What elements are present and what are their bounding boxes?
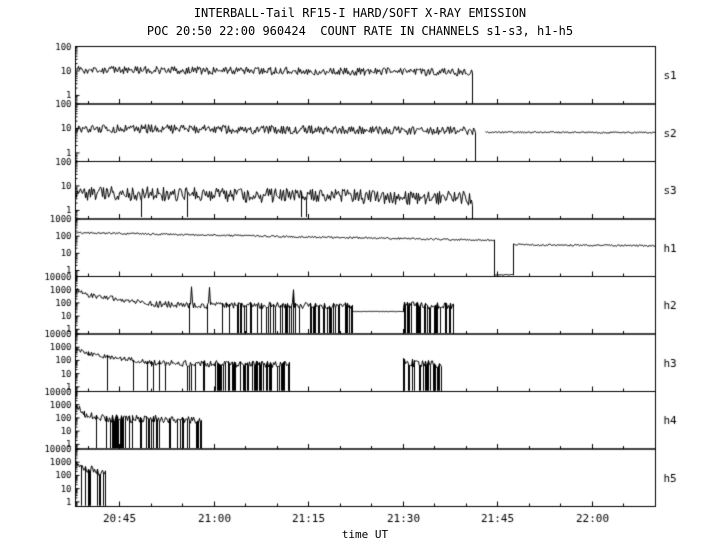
chart-subtitle: POC 20:50 22:00 960424 COUNT RATE IN CHA… [146,24,574,38]
chart-title: INTERBALL-Tail RF15-I HARD/SOFT X-RAY EM… [193,6,527,20]
x-axis-label: time UT [341,528,389,541]
